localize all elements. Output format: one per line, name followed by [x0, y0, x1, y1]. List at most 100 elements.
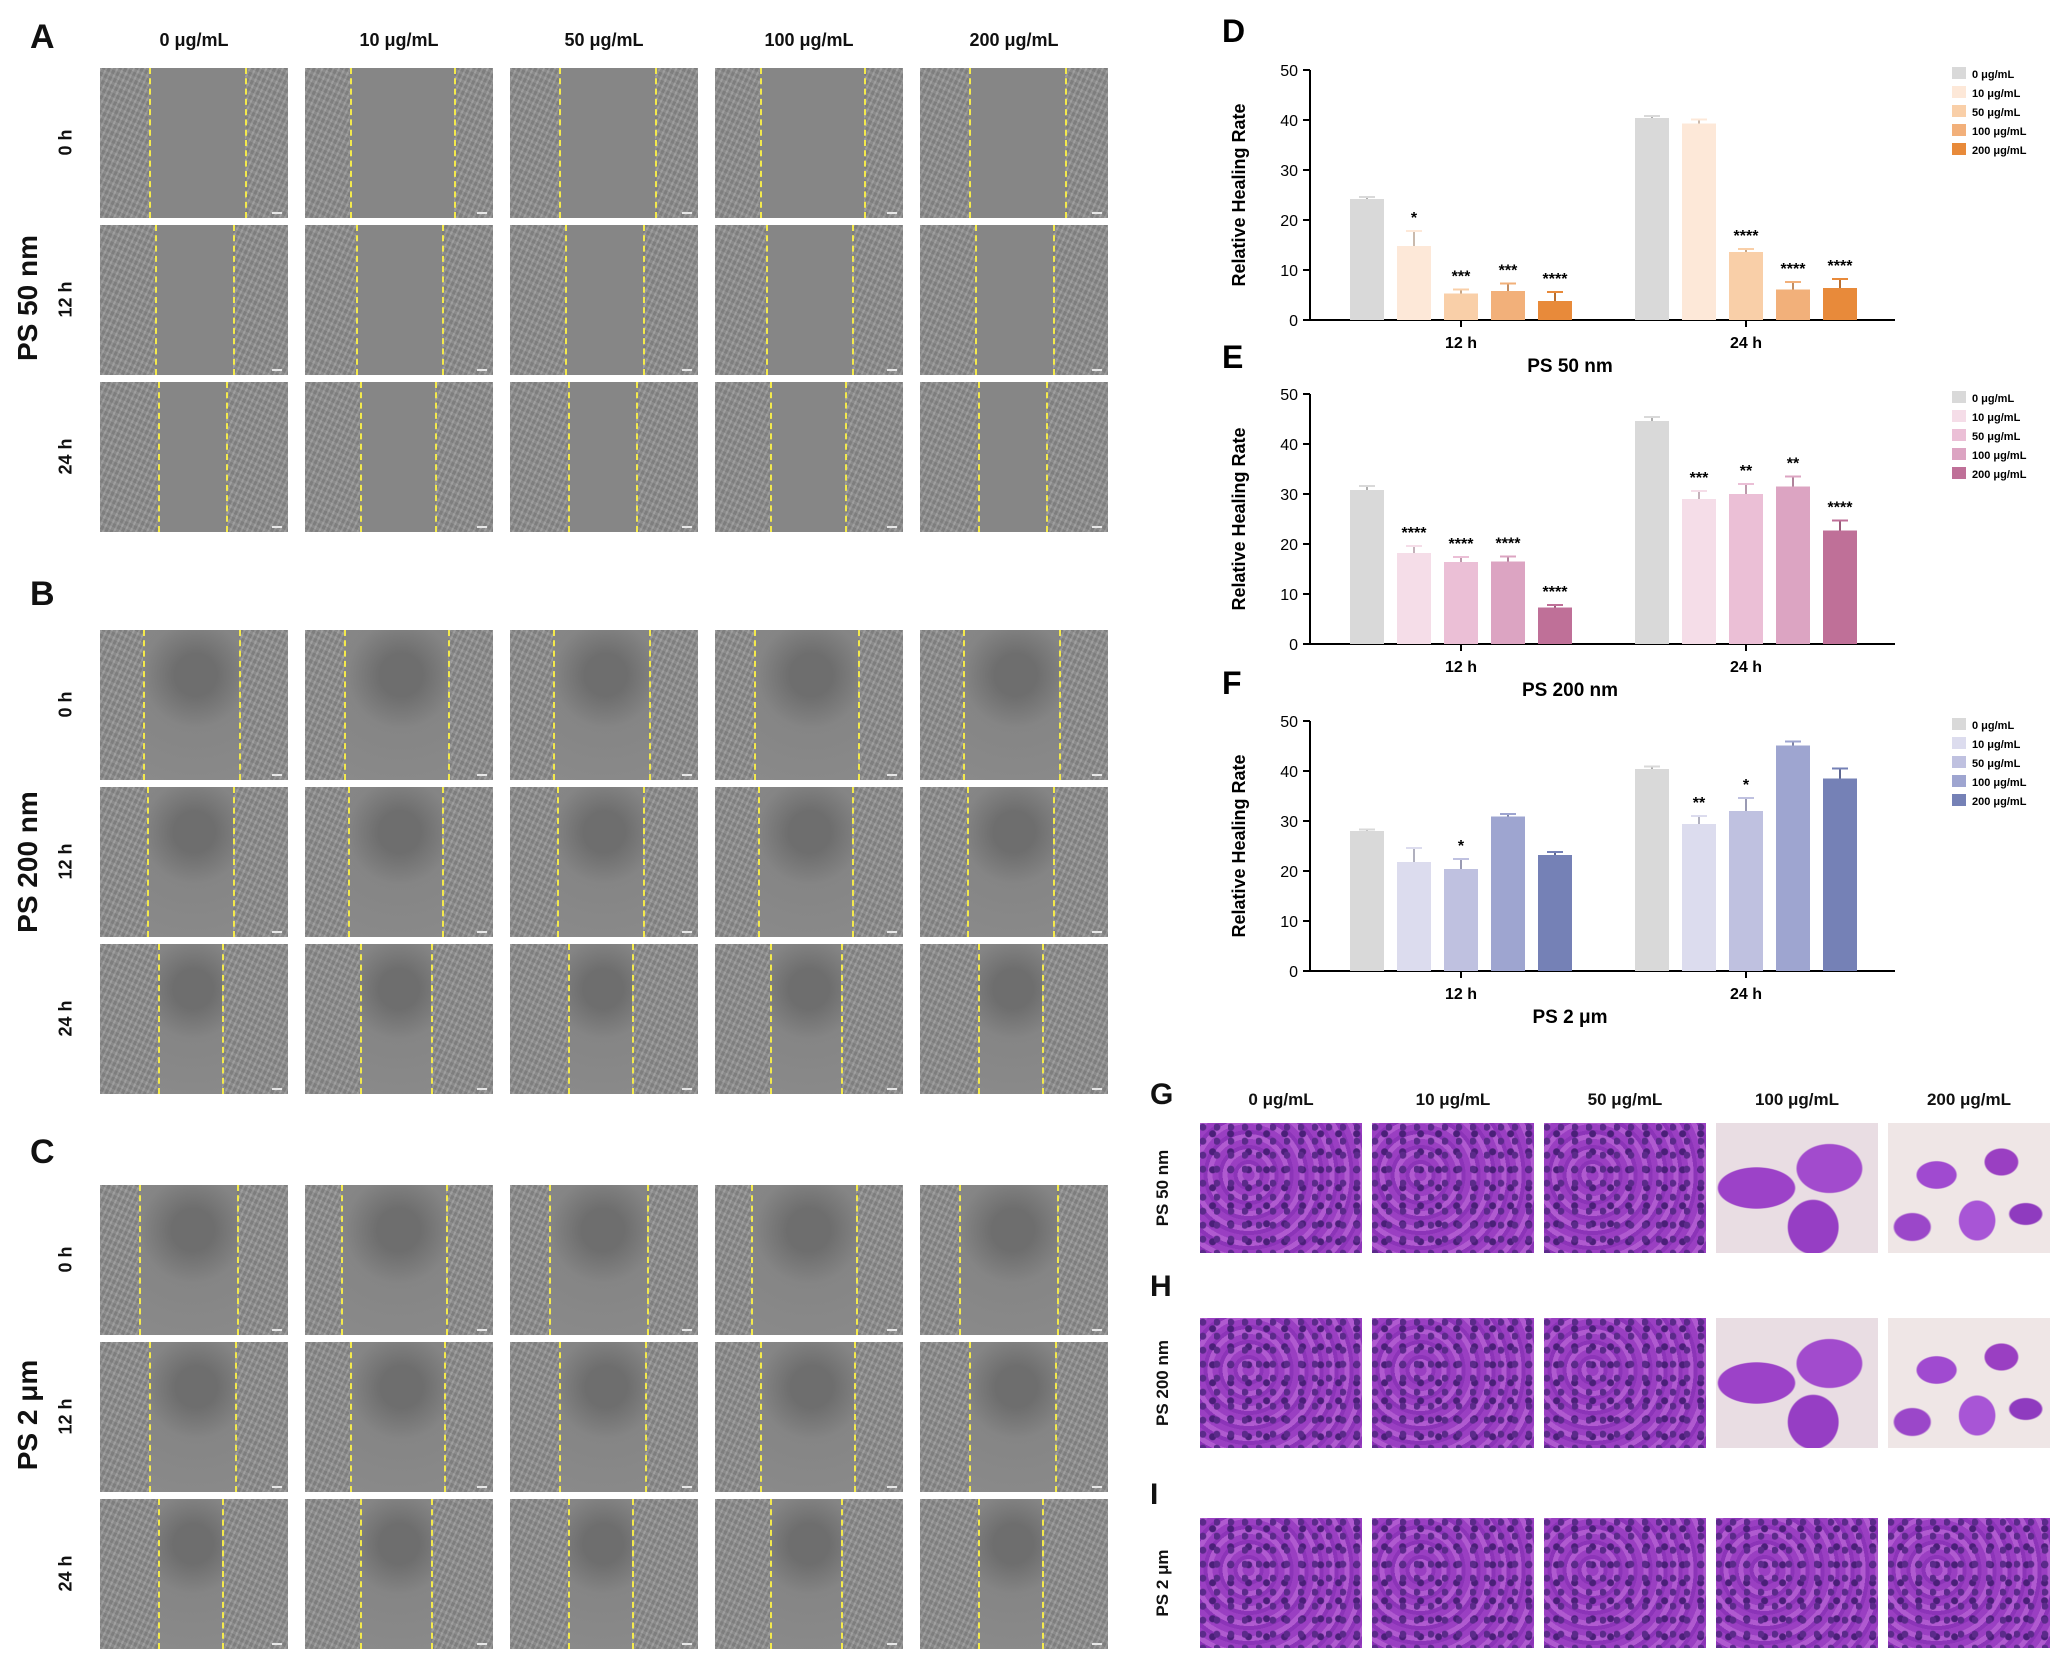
transwell-image: [1716, 1518, 1878, 1648]
y-axis-label: Relative Healing Rate: [1229, 754, 1249, 937]
y-tick-label: 30: [1280, 487, 1298, 504]
scratch-image: [305, 1342, 493, 1492]
column-header: 0 μg/mL: [159, 30, 229, 50]
scratch-edge-right: [222, 1499, 225, 1649]
scratch-edge-left: [359, 382, 362, 532]
x-tick-label: 24 h: [1730, 335, 1762, 352]
scratch-image: [100, 787, 288, 937]
scale-bar: [1092, 774, 1102, 776]
bar: [1682, 123, 1716, 320]
legend-label: 200 μg/mL: [1972, 145, 2027, 157]
scratch-edge-left: [967, 787, 969, 937]
y-axis-label: Relative Healing Rate: [1229, 103, 1249, 286]
scratch-image: [510, 382, 698, 532]
legend-label: 50 μg/mL: [1972, 431, 2021, 443]
scratch-edge-left: [760, 68, 763, 218]
scratch-edge-left: [553, 630, 556, 780]
scratch-edge-left: [978, 944, 981, 1094]
scale-bar: [887, 526, 897, 528]
significance-label: ****: [1449, 536, 1475, 553]
scale-bar: [887, 212, 897, 214]
transwell-image: [1200, 1123, 1362, 1253]
scratch-edge-right: [1042, 944, 1045, 1094]
bar: [1350, 199, 1384, 320]
scratch-edge-right: [442, 225, 445, 375]
scale-bar: [272, 212, 282, 214]
scratch-edge-left: [359, 1499, 362, 1649]
scratch-gap: [769, 1499, 841, 1649]
group-label: PS 50 nm: [12, 234, 43, 362]
y-tick-label: 40: [1280, 113, 1298, 130]
scratch-edge-left: [978, 1499, 981, 1649]
scratch-image: [920, 944, 1108, 1094]
scratch-gap: [147, 787, 234, 937]
legend-label: 200 μg/mL: [1972, 796, 2027, 808]
scratch-image: [305, 382, 493, 532]
bar: [1491, 561, 1525, 644]
scratch-edge-left: [568, 1499, 571, 1649]
panel-letter: G: [1150, 1078, 1174, 1111]
scratch-edge-right: [442, 787, 445, 937]
row-label-time: 24 h: [55, 1555, 76, 1592]
legend-label: 100 μg/mL: [1972, 450, 2027, 462]
scratch-edge-right: [857, 630, 860, 780]
scratch-edge-left: [158, 944, 161, 1094]
significance-label: ***: [1499, 263, 1518, 280]
scratch-edge-right: [647, 1185, 650, 1335]
y-tick-label: 20: [1280, 864, 1298, 881]
bar: [1729, 252, 1763, 320]
scratch-edge-right: [863, 68, 866, 218]
scale-bar: [682, 1329, 692, 1331]
row-label-time: 24 h: [55, 1000, 76, 1037]
transwell-image: [1888, 1518, 2050, 1648]
scratch-edge-right: [643, 225, 646, 375]
scratch-edge-left: [344, 630, 347, 780]
scale-bar: [682, 774, 692, 776]
scratch-image: [920, 225, 1108, 375]
scratch-gap: [967, 787, 1054, 937]
row-label-time: 12 h: [55, 843, 76, 880]
scale-bar: [887, 774, 897, 776]
scratch-image: [510, 944, 698, 1094]
legend-swatch: [1952, 775, 1966, 787]
legend-label: 0 μg/mL: [1972, 69, 2014, 81]
scale-bar: [272, 369, 282, 371]
scratch-gap: [758, 787, 853, 937]
scale-bar: [477, 931, 487, 933]
legend-label: 10 μg/mL: [1972, 88, 2021, 100]
scale-bar: [272, 1486, 282, 1488]
x-tick-label: 24 h: [1730, 659, 1762, 676]
scale-bar: [272, 774, 282, 776]
scratch-image: [100, 225, 288, 375]
scratch-edge-left: [355, 225, 358, 375]
scale-bar: [887, 369, 897, 371]
significance-label: ****: [1828, 258, 1854, 275]
scratch-edge-left: [760, 1342, 763, 1492]
scratch-edge-right: [649, 630, 652, 780]
significance-label: **: [1787, 456, 1800, 473]
legend-label: 0 μg/mL: [1972, 720, 2014, 732]
bar: [1350, 490, 1384, 644]
scratch-image: [100, 1499, 288, 1649]
transwell-image: [1716, 1123, 1878, 1253]
scratch-image: [920, 1342, 1108, 1492]
scratch-image: [920, 68, 1108, 218]
scratch-image: [100, 382, 288, 532]
scale-bar: [682, 526, 692, 528]
scratch-edge-right: [447, 630, 450, 780]
transwell-image: [1200, 1318, 1362, 1448]
scratch-image: [305, 944, 493, 1094]
transwell-image: [1544, 1318, 1706, 1448]
scale-bar: [1092, 1643, 1102, 1645]
column-header: 200 μg/mL: [1926, 1090, 2012, 1109]
bar: [1729, 494, 1763, 644]
scale-bar: [682, 369, 692, 371]
scale-bar: [887, 1486, 897, 1488]
group-label: PS 50 nm: [1153, 1149, 1172, 1227]
scratch-image: [305, 1185, 493, 1335]
y-tick-label: 10: [1280, 263, 1298, 280]
scratch-edge-left: [158, 1499, 161, 1649]
column-header: 50 μg/mL: [564, 30, 644, 50]
bar: [1823, 288, 1857, 320]
scale-bar: [272, 1643, 282, 1645]
